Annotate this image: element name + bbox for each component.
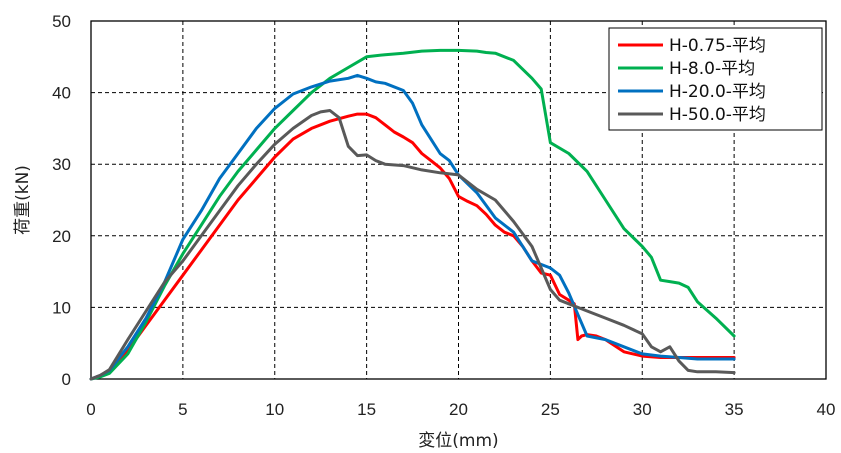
x-tick-label: 5 bbox=[178, 400, 187, 419]
plot-frame bbox=[90, 20, 827, 380]
x-tick-label: 30 bbox=[633, 400, 652, 419]
series-line-1 bbox=[89, 48, 736, 381]
y-tick-label: 10 bbox=[52, 298, 71, 317]
x-tick-label: 20 bbox=[449, 400, 468, 419]
y-tick-label: 50 bbox=[52, 12, 71, 31]
series-line-2 bbox=[89, 73, 736, 381]
series-line-0 bbox=[89, 112, 736, 381]
y-tick-label: 40 bbox=[52, 84, 71, 103]
x-tick-label: 10 bbox=[265, 400, 284, 419]
x-tick-label: 40 bbox=[817, 400, 836, 419]
series-layer bbox=[89, 48, 736, 381]
y-axis-label: 荷重(kN) bbox=[13, 165, 33, 235]
legend: H-0.75-平均 H-8.0-平均 H-20.0-平均 H-50.0-平均 bbox=[608, 27, 823, 131]
legend-label: H-8.0-平均 bbox=[669, 59, 755, 79]
x-axis-label: 変位(mm) bbox=[418, 431, 498, 451]
legend-label: H-0.75-平均 bbox=[669, 36, 766, 56]
x-tick-label: 15 bbox=[357, 400, 376, 419]
tick-labels: 0 5 10 15 20 25 30 35 40 0 10 20 30 40 50 bbox=[52, 12, 835, 419]
legend-label: H-20.0-平均 bbox=[669, 82, 766, 102]
series-line-3 bbox=[89, 109, 736, 381]
x-tick-label: 25 bbox=[541, 400, 560, 419]
y-tick-label: 30 bbox=[52, 155, 71, 174]
x-tick-label: 0 bbox=[86, 400, 95, 419]
y-tick-label: 0 bbox=[62, 370, 71, 389]
x-tick-label: 35 bbox=[725, 400, 744, 419]
legend-label: H-50.0-平均 bbox=[669, 105, 766, 125]
y-tick-label: 20 bbox=[52, 227, 71, 246]
